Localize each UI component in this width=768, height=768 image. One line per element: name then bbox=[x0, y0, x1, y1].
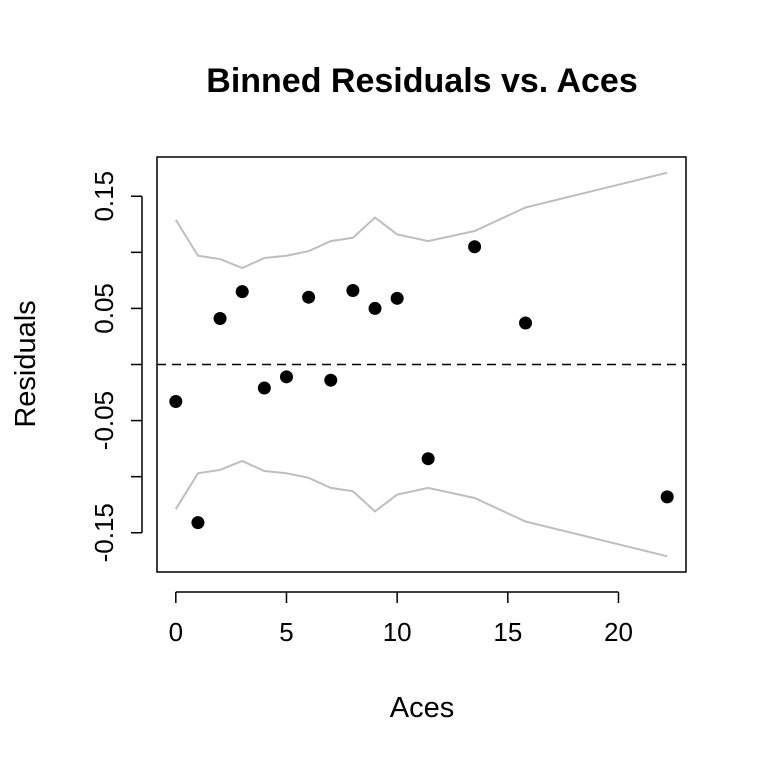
y-tick-label: -0.05 bbox=[89, 391, 119, 450]
data-point bbox=[257, 381, 271, 395]
x-tick-label: 0 bbox=[169, 617, 183, 647]
data-point bbox=[302, 290, 316, 304]
data-point bbox=[346, 283, 360, 297]
x-tick-label: 10 bbox=[383, 617, 412, 647]
data-point bbox=[421, 452, 435, 466]
data-point bbox=[169, 395, 183, 409]
data-point bbox=[235, 285, 249, 299]
data-point bbox=[213, 312, 227, 326]
x-tick-label: 20 bbox=[604, 617, 633, 647]
data-point bbox=[660, 490, 674, 504]
data-point bbox=[390, 291, 404, 305]
data-point bbox=[191, 516, 205, 530]
x-axis: 0 5 10 15 20 bbox=[169, 591, 633, 647]
chart-title: Binned Residuals vs. Aces bbox=[206, 62, 637, 100]
residual-points bbox=[169, 240, 674, 530]
data-point bbox=[324, 373, 338, 387]
error-bounds bbox=[174, 171, 668, 558]
y-tick-label: 0.15 bbox=[89, 171, 119, 222]
x-tick-label: 5 bbox=[279, 617, 293, 647]
y-axis: -0.15 -0.05 0.05 0.15 bbox=[89, 171, 143, 562]
upper-bound-line bbox=[174, 171, 668, 270]
y-tick-label: -0.15 bbox=[89, 503, 119, 562]
data-point bbox=[468, 240, 482, 254]
data-point bbox=[519, 316, 533, 330]
data-point bbox=[368, 301, 382, 315]
y-axis-label: Residuals bbox=[10, 300, 42, 427]
x-axis-label: Aces bbox=[390, 692, 454, 724]
data-point bbox=[279, 370, 293, 384]
lower-bound-line bbox=[174, 459, 668, 558]
x-tick-label: 15 bbox=[493, 617, 522, 647]
y-tick-label: 0.05 bbox=[89, 283, 119, 334]
